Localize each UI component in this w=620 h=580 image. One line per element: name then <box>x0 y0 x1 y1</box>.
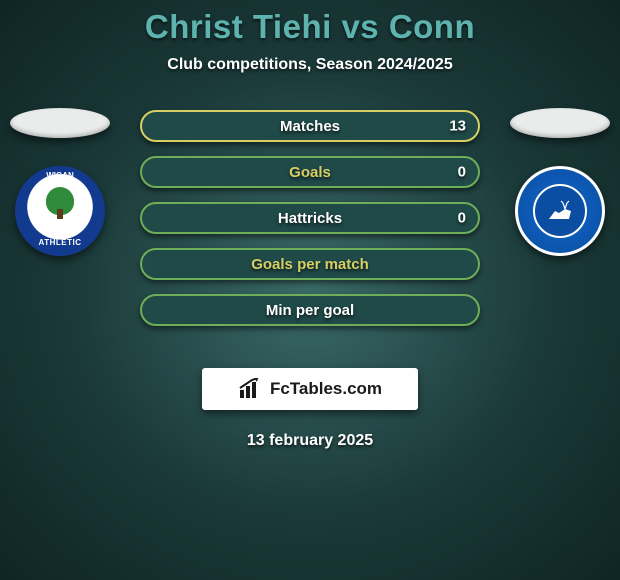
brand-box[interactable]: FcTables.com <box>202 368 418 410</box>
stat-label: Hattricks <box>278 210 342 227</box>
stat-bar: Goals per match <box>140 248 480 280</box>
comparison-card: Christ Tiehi vs Conn Club competitions, … <box>0 0 620 580</box>
stat-value-right: 0 <box>458 164 466 181</box>
left-team-badge: WIGAN ATHLETIC <box>15 166 105 256</box>
right-team-col <box>500 100 620 256</box>
page-title: Christ Tiehi vs Conn <box>0 8 620 46</box>
left-team-col: WIGAN ATHLETIC <box>0 100 120 256</box>
chart-icon <box>238 378 264 400</box>
stat-value-right: 13 <box>449 118 466 135</box>
left-badge-text-bottom: ATHLETIC <box>18 238 102 247</box>
stat-label: Goals per match <box>251 256 369 273</box>
comparison-body: WIGAN ATHLETIC Matches13Goals0Hattrick <box>0 110 620 360</box>
right-team-badge <box>515 166 605 256</box>
brand-text: FcTables.com <box>270 379 382 399</box>
stat-value-right: 0 <box>458 210 466 227</box>
stat-label: Min per goal <box>266 302 354 319</box>
stat-bars: Matches 13 Goals 0 Hattricks 0 Goals per match… <box>140 110 480 326</box>
stat-label: Goals <box>289 164 331 181</box>
stat-bar: Goals 0 <box>140 156 480 188</box>
trunk-icon <box>57 209 63 219</box>
left-badge-text-top: WIGAN <box>18 171 102 180</box>
left-player-ellipse <box>10 108 110 138</box>
subtitle: Club competitions, Season 2024/2025 <box>0 56 620 74</box>
right-player-ellipse <box>510 108 610 138</box>
stat-bar: Hattricks 0 <box>140 202 480 234</box>
stat-bar: Matches 13 <box>140 110 480 142</box>
deer-icon <box>545 199 575 223</box>
stat-bar: Min per goal <box>140 294 480 326</box>
stat-label: Matches <box>280 118 340 135</box>
date-text: 13 february 2025 <box>0 432 620 450</box>
